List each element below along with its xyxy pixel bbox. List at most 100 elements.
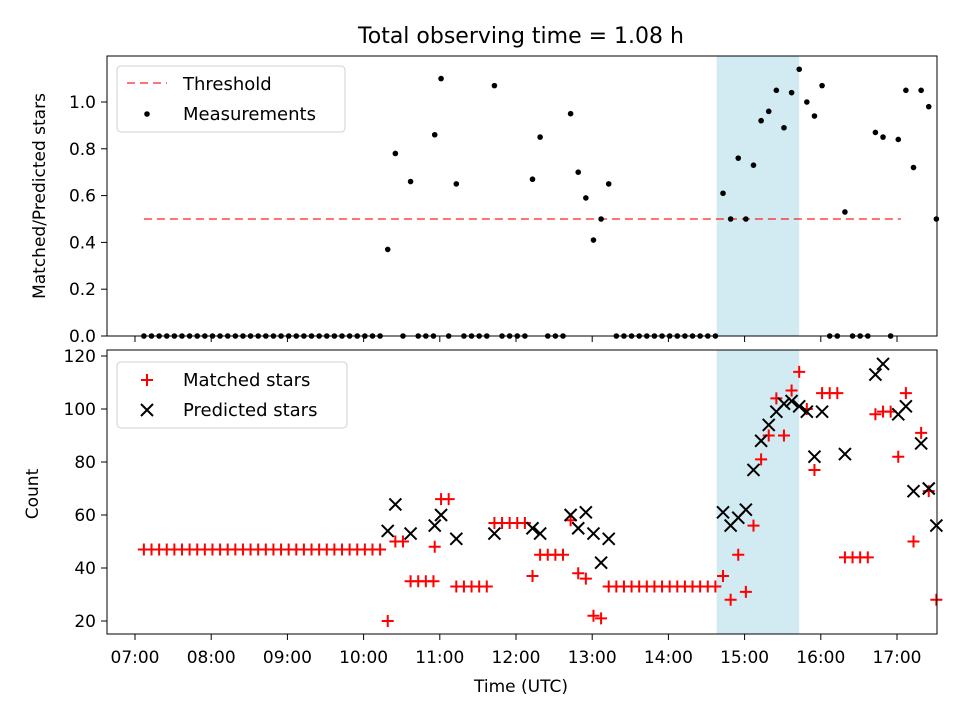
bottom-x-tick-label: 11:00: [415, 648, 464, 668]
matched-star-marker: [747, 519, 760, 532]
top-y-tick-label: 0.8: [69, 140, 96, 160]
bottom-x-tick-label: 08:00: [187, 648, 236, 668]
bottom-y-axis-label: Count: [23, 468, 43, 519]
predicted-star-marker: [762, 418, 776, 432]
measurement-point: [438, 75, 444, 82]
top-legend-box: [116, 65, 346, 133]
top-y-tick-label: 0.2: [69, 280, 96, 300]
measurement-point: [384, 246, 391, 253]
measurement-point: [842, 209, 848, 215]
matched-star-marker: [381, 615, 394, 627]
legend-measurements-label: Measurements: [183, 104, 316, 125]
matched-star-marker: [899, 387, 912, 400]
matched-star-marker: [518, 516, 531, 529]
matched-star-marker: [374, 543, 387, 556]
measurement-point: [529, 176, 536, 183]
bottom-y-tick-label: 120: [64, 347, 96, 367]
predicted-star-marker: [434, 508, 448, 522]
top-y-axis-label: Matched/Predicted stars: [30, 93, 50, 299]
measurement-point: [781, 124, 787, 131]
matched-star-marker: [777, 429, 790, 442]
top-y-tick-label: 0.6: [69, 187, 96, 207]
predicted-star-marker: [525, 521, 540, 535]
matched-star-marker: [915, 426, 928, 439]
top-y-tick-label: 1.0: [69, 93, 96, 113]
bottom-x-tick-label: 16:00: [796, 648, 845, 668]
measurement-point: [910, 164, 917, 171]
legend-matched-swatch: [141, 374, 153, 386]
measurement-point: [933, 216, 940, 222]
bottom-x-axis-ticks: 07:00 08:00 09:00 10:00 11:00 12:00 13:00 14:00…: [111, 634, 922, 668]
predicted-star-marker: [792, 399, 806, 414]
bottom-y-tick-label: 60: [74, 506, 96, 526]
measurement-point: [735, 155, 742, 161]
bottom-x-tick-label: 12:00: [492, 648, 541, 668]
measurement-point: [758, 117, 764, 124]
bottom-plot-frame: [106, 349, 938, 635]
measurement-point: [819, 82, 825, 89]
matched-star-marker: [785, 384, 798, 397]
matched-star-marker: [572, 567, 585, 580]
matched-star-marker: [442, 493, 455, 506]
measurement-point: [407, 178, 414, 185]
measurement-point: [567, 110, 574, 117]
bottom-x-tick-label: 10:00: [339, 648, 388, 668]
predicted-star-marker: [388, 497, 403, 512]
bottom-panel: 20 40 60 80 100 120 07:00 08:00 09:00 10:00 11:00…: [23, 347, 944, 697]
matched-star-marker: [556, 548, 569, 561]
predicted-star-marker: [594, 555, 608, 570]
matched-star-marker: [808, 463, 821, 476]
legend-measurements-swatch: [144, 111, 150, 117]
predicted-star-marker: [922, 481, 936, 496]
legend-predicted-label: Predicted stars: [183, 400, 317, 421]
matched-star-marker: [427, 575, 440, 588]
matched-star-marker: [930, 593, 943, 606]
predicted-star-marker: [914, 436, 928, 451]
bottom-legend-box: [116, 361, 348, 429]
top-y-axis-ticks: 0.0 0.2 0.4 0.6 0.8 1.0: [69, 93, 107, 347]
matched-star-marker: [762, 429, 775, 442]
x-axis-label: Time (UTC): [473, 677, 568, 697]
predicted-star-marker: [563, 508, 578, 522]
legend-matched-label: Matched stars: [183, 370, 310, 391]
matched-star-marker: [770, 392, 783, 405]
measurement-point: [598, 216, 604, 222]
measurement-point: [895, 136, 902, 143]
legend-threshold-label: Threshold: [182, 74, 272, 95]
top-panel: 0.0 0.2 0.4 0.6 0.8 1.0 Matched/Predicted sta…: [30, 55, 940, 347]
top-y-tick-label: 0.4: [69, 233, 96, 253]
measurement-point: [605, 181, 612, 187]
predicted-star-marker: [381, 524, 395, 538]
measurement-point: [872, 129, 879, 136]
measurement-point: [583, 195, 589, 201]
measurement-point: [453, 181, 460, 187]
matched-star-marker: [831, 387, 844, 400]
matched-star-marker: [892, 450, 905, 463]
bottom-x-tick-label: 13:00: [568, 648, 617, 668]
measurement-point: [590, 237, 597, 243]
measurement-point: [804, 99, 810, 105]
legend-predicted-swatch: [140, 403, 154, 417]
measurement-point: [880, 134, 886, 140]
bottom-legend: Matched stars Predicted stars: [116, 361, 348, 429]
matched-star-marker: [724, 593, 737, 606]
measurement-point: [925, 103, 932, 110]
predicted-star-marker: [929, 518, 944, 533]
measurement-point: [903, 87, 909, 94]
bottom-y-axis-ticks: 20 40 60 80 100 120: [64, 347, 107, 632]
predicted-star-marker: [586, 526, 601, 541]
predicted-star-marker: [716, 505, 730, 520]
matched-star-marker: [732, 548, 745, 561]
bottom-x-tick-label: 07:00: [111, 648, 160, 668]
top-plot-frame: [106, 55, 938, 337]
predicted-star-marker: [906, 484, 921, 498]
matched-star-marker: [595, 612, 608, 625]
measurement-point: [431, 131, 438, 138]
predicted-star-marker: [899, 399, 913, 414]
measurement-point: [918, 87, 924, 94]
measurement-point: [392, 150, 399, 157]
predicted-star-marker: [403, 526, 418, 541]
top-y-tick-label: 0.0: [69, 327, 96, 347]
matched-star-marker: [739, 585, 752, 598]
predicted-star-marker: [784, 394, 799, 408]
